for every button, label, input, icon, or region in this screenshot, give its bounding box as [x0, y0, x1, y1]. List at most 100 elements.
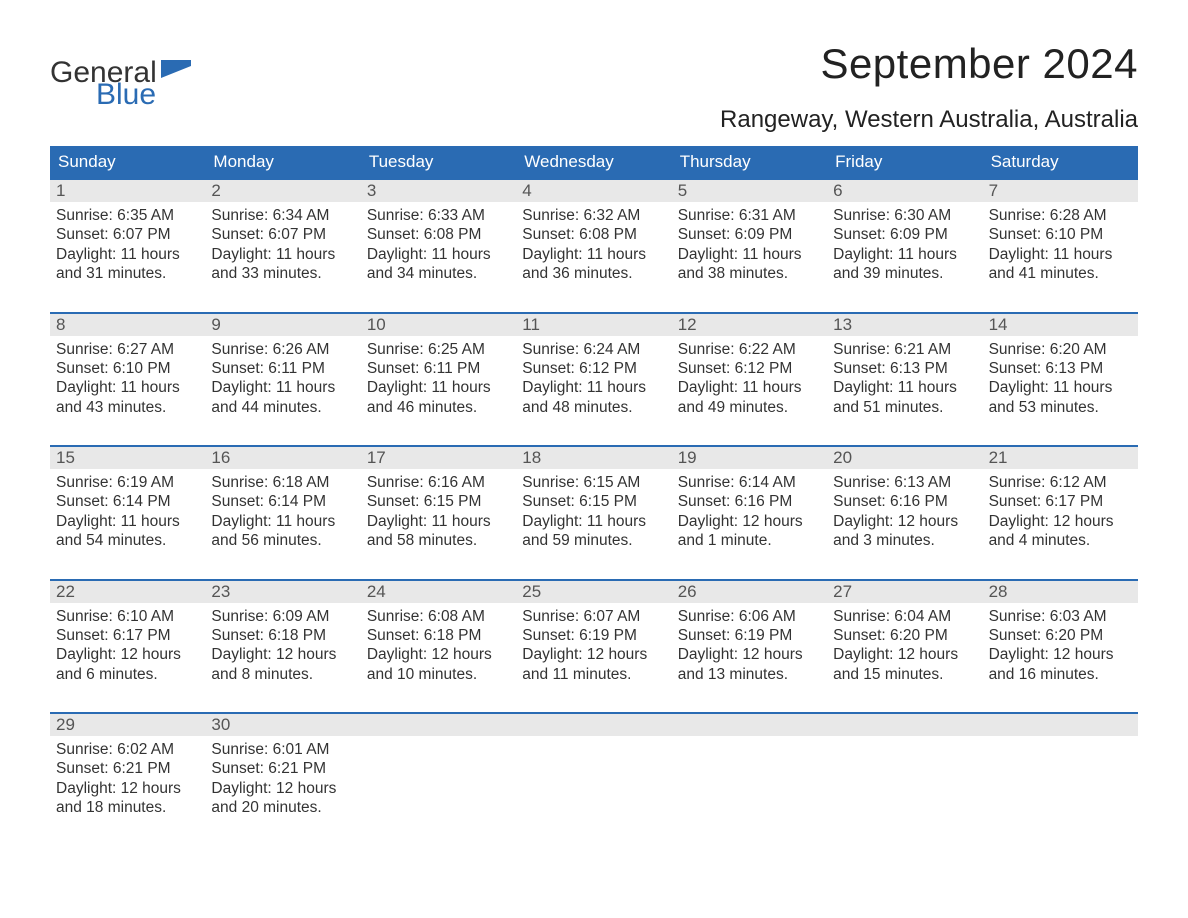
day-cell: Sunrise: 6:35 AMSunset: 6:07 PMDaylight:…: [50, 202, 205, 294]
daylight-text: Daylight: 12 hours and 13 minutes.: [678, 645, 821, 684]
day-number: 29: [50, 714, 205, 736]
day-number: 10: [361, 314, 516, 336]
sunrise-text: Sunrise: 6:09 AM: [211, 607, 354, 626]
day-number: 6: [827, 180, 982, 202]
week-row: 891011121314Sunrise: 6:27 AMSunset: 6:10…: [50, 312, 1138, 428]
day-cell: Sunrise: 6:13 AMSunset: 6:16 PMDaylight:…: [827, 469, 982, 561]
day-number: 4: [516, 180, 671, 202]
daylight-text: Daylight: 11 hours and 49 minutes.: [678, 378, 821, 417]
sunrise-text: Sunrise: 6:08 AM: [367, 607, 510, 626]
calendar: Sunday Monday Tuesday Wednesday Thursday…: [50, 146, 1138, 828]
weekday-header: Tuesday: [361, 146, 516, 178]
day-number: 17: [361, 447, 516, 469]
daylight-text: Daylight: 12 hours and 15 minutes.: [833, 645, 976, 684]
sunset-text: Sunset: 6:15 PM: [367, 492, 510, 511]
sunrise-text: Sunrise: 6:01 AM: [211, 740, 354, 759]
logo: General Blue: [50, 58, 191, 110]
day-cell: [516, 736, 671, 828]
day-number: [672, 714, 827, 736]
logo-text: General Blue: [50, 58, 191, 110]
day-number: 24: [361, 581, 516, 603]
day-cell: Sunrise: 6:18 AMSunset: 6:14 PMDaylight:…: [205, 469, 360, 561]
sunrise-text: Sunrise: 6:15 AM: [522, 473, 665, 492]
day-number: 22: [50, 581, 205, 603]
day-number: 9: [205, 314, 360, 336]
day-cell: Sunrise: 6:30 AMSunset: 6:09 PMDaylight:…: [827, 202, 982, 294]
sunset-text: Sunset: 6:14 PM: [56, 492, 199, 511]
weekday-header: Sunday: [50, 146, 205, 178]
sunrise-text: Sunrise: 6:30 AM: [833, 206, 976, 225]
day-number: [983, 714, 1138, 736]
day-cell: Sunrise: 6:27 AMSunset: 6:10 PMDaylight:…: [50, 336, 205, 428]
day-cell: [361, 736, 516, 828]
sunrise-text: Sunrise: 6:02 AM: [56, 740, 199, 759]
day-cell: Sunrise: 6:15 AMSunset: 6:15 PMDaylight:…: [516, 469, 671, 561]
day-cell: Sunrise: 6:26 AMSunset: 6:11 PMDaylight:…: [205, 336, 360, 428]
day-cell: [983, 736, 1138, 828]
day-number: 8: [50, 314, 205, 336]
daylight-text: Daylight: 11 hours and 56 minutes.: [211, 512, 354, 551]
sunrise-text: Sunrise: 6:06 AM: [678, 607, 821, 626]
weekday-header: Saturday: [983, 146, 1138, 178]
sunrise-text: Sunrise: 6:26 AM: [211, 340, 354, 359]
day-cell: Sunrise: 6:25 AMSunset: 6:11 PMDaylight:…: [361, 336, 516, 428]
day-number: 3: [361, 180, 516, 202]
sunrise-text: Sunrise: 6:03 AM: [989, 607, 1132, 626]
title-block: September 2024 Rangeway, Western Austral…: [720, 40, 1138, 134]
day-cell: Sunrise: 6:19 AMSunset: 6:14 PMDaylight:…: [50, 469, 205, 561]
daylight-text: Daylight: 11 hours and 53 minutes.: [989, 378, 1132, 417]
day-cell: Sunrise: 6:09 AMSunset: 6:18 PMDaylight:…: [205, 603, 360, 695]
day-number: 11: [516, 314, 671, 336]
day-number: 30: [205, 714, 360, 736]
sunrise-text: Sunrise: 6:20 AM: [989, 340, 1132, 359]
sunset-text: Sunset: 6:17 PM: [56, 626, 199, 645]
day-number: 23: [205, 581, 360, 603]
day-number: 26: [672, 581, 827, 603]
daylight-text: Daylight: 12 hours and 3 minutes.: [833, 512, 976, 551]
day-number: 7: [983, 180, 1138, 202]
sunset-text: Sunset: 6:10 PM: [989, 225, 1132, 244]
sunset-text: Sunset: 6:20 PM: [989, 626, 1132, 645]
day-cell: [672, 736, 827, 828]
day-number: 27: [827, 581, 982, 603]
sunset-text: Sunset: 6:15 PM: [522, 492, 665, 511]
daylight-text: Daylight: 12 hours and 20 minutes.: [211, 779, 354, 818]
daynum-strip: 1234567: [50, 180, 1138, 202]
daynum-strip: 22232425262728: [50, 581, 1138, 603]
day-cell: Sunrise: 6:21 AMSunset: 6:13 PMDaylight:…: [827, 336, 982, 428]
day-cell: Sunrise: 6:24 AMSunset: 6:12 PMDaylight:…: [516, 336, 671, 428]
weekday-header: Thursday: [672, 146, 827, 178]
daylight-text: Daylight: 11 hours and 54 minutes.: [56, 512, 199, 551]
sunrise-text: Sunrise: 6:32 AM: [522, 206, 665, 225]
daylight-text: Daylight: 11 hours and 33 minutes.: [211, 245, 354, 284]
day-number: 2: [205, 180, 360, 202]
daylight-text: Daylight: 12 hours and 1 minute.: [678, 512, 821, 551]
sunrise-text: Sunrise: 6:21 AM: [833, 340, 976, 359]
daylight-text: Daylight: 11 hours and 58 minutes.: [367, 512, 510, 551]
day-number: 19: [672, 447, 827, 469]
sunset-text: Sunset: 6:08 PM: [522, 225, 665, 244]
sunset-text: Sunset: 6:16 PM: [833, 492, 976, 511]
day-cell: Sunrise: 6:10 AMSunset: 6:17 PMDaylight:…: [50, 603, 205, 695]
week-row: 2930Sunrise: 6:02 AMSunset: 6:21 PMDayli…: [50, 712, 1138, 828]
day-cell: Sunrise: 6:06 AMSunset: 6:19 PMDaylight:…: [672, 603, 827, 695]
daylight-text: Daylight: 11 hours and 51 minutes.: [833, 378, 976, 417]
sunrise-text: Sunrise: 6:28 AM: [989, 206, 1132, 225]
day-number: 21: [983, 447, 1138, 469]
sunrise-text: Sunrise: 6:07 AM: [522, 607, 665, 626]
sunset-text: Sunset: 6:10 PM: [56, 359, 199, 378]
sunrise-text: Sunrise: 6:12 AM: [989, 473, 1132, 492]
sunrise-text: Sunrise: 6:10 AM: [56, 607, 199, 626]
day-cell: Sunrise: 6:02 AMSunset: 6:21 PMDaylight:…: [50, 736, 205, 828]
day-cell: Sunrise: 6:34 AMSunset: 6:07 PMDaylight:…: [205, 202, 360, 294]
day-cell: Sunrise: 6:31 AMSunset: 6:09 PMDaylight:…: [672, 202, 827, 294]
sunset-text: Sunset: 6:14 PM: [211, 492, 354, 511]
day-cell: Sunrise: 6:04 AMSunset: 6:20 PMDaylight:…: [827, 603, 982, 695]
location-label: Rangeway, Western Australia, Australia: [720, 106, 1138, 134]
daylight-text: Daylight: 11 hours and 39 minutes.: [833, 245, 976, 284]
daylight-text: Daylight: 12 hours and 16 minutes.: [989, 645, 1132, 684]
day-number: [361, 714, 516, 736]
day-number: 18: [516, 447, 671, 469]
daylight-text: Daylight: 11 hours and 44 minutes.: [211, 378, 354, 417]
day-number: 1: [50, 180, 205, 202]
